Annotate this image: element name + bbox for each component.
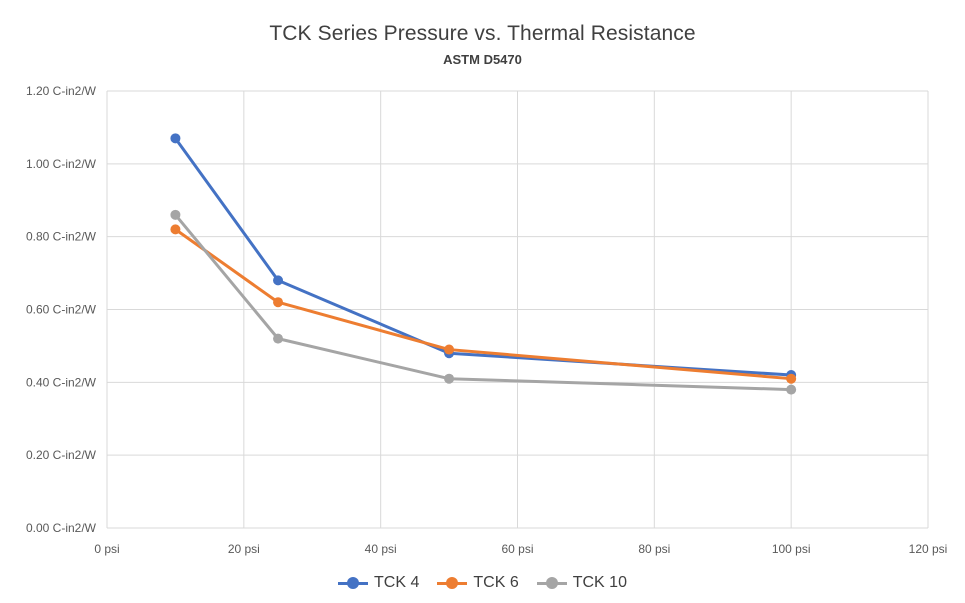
chart-title: TCK Series Pressure vs. Thermal Resistan… bbox=[269, 22, 696, 45]
x-tick-label: 100 psi bbox=[772, 542, 811, 556]
y-tick-label: 0.80 C-in2/W bbox=[26, 230, 97, 244]
y-tick-label: 1.20 C-in2/W bbox=[26, 84, 97, 98]
legend-swatch bbox=[536, 576, 567, 590]
x-tick-label: 120 psi bbox=[909, 542, 948, 556]
data-point bbox=[273, 275, 284, 286]
y-tick-label: 0.00 C-in2/W bbox=[26, 521, 97, 535]
legend-item: TCK 4 bbox=[338, 574, 419, 592]
series-line-0 bbox=[173, 136, 793, 377]
y-tick-label: 0.60 C-in2/W bbox=[26, 303, 97, 317]
data-point bbox=[273, 297, 284, 308]
x-tick-label: 40 psi bbox=[365, 542, 397, 556]
y-tick-label: 0.20 C-in2/W bbox=[26, 448, 97, 462]
x-tick-label: 20 psi bbox=[228, 542, 260, 556]
gridlines bbox=[106, 90, 929, 529]
data-point bbox=[170, 133, 181, 144]
data-point bbox=[786, 373, 797, 384]
data-point bbox=[273, 333, 284, 344]
legend: TCK 4 TCK 6 TCK 10 bbox=[0, 574, 965, 592]
legend-label: TCK 6 bbox=[473, 574, 519, 591]
x-tick-label: 80 psi bbox=[638, 542, 670, 556]
data-point bbox=[170, 224, 181, 235]
tick-labels: 0 psi 20 psi 40 psi 60 psi 80 psi 100 psi 120 … bbox=[26, 84, 947, 556]
y-tick-label: 0.40 C-in2/W bbox=[26, 375, 97, 389]
series-line-2 bbox=[173, 213, 793, 392]
data-point bbox=[444, 344, 455, 355]
legend-item: TCK 6 bbox=[437, 574, 519, 592]
data-point bbox=[444, 373, 455, 384]
y-tick-label: 1.00 C-in2/W bbox=[26, 157, 97, 171]
legend-label: TCK 4 bbox=[374, 574, 420, 591]
legend-swatch bbox=[338, 576, 369, 590]
x-tick-label: 60 psi bbox=[501, 542, 533, 556]
chart-subtitle: ASTM D5470 bbox=[443, 52, 522, 67]
data-point bbox=[786, 384, 797, 395]
legend-label: TCK 10 bbox=[572, 574, 627, 591]
data-point bbox=[170, 209, 181, 220]
series-line-1 bbox=[173, 227, 793, 381]
series-points bbox=[170, 133, 797, 395]
series-lines bbox=[173, 136, 793, 392]
legend-item: TCK 10 bbox=[536, 574, 627, 592]
x-tick-label: 0 psi bbox=[94, 542, 119, 556]
legend-swatch bbox=[437, 576, 468, 590]
